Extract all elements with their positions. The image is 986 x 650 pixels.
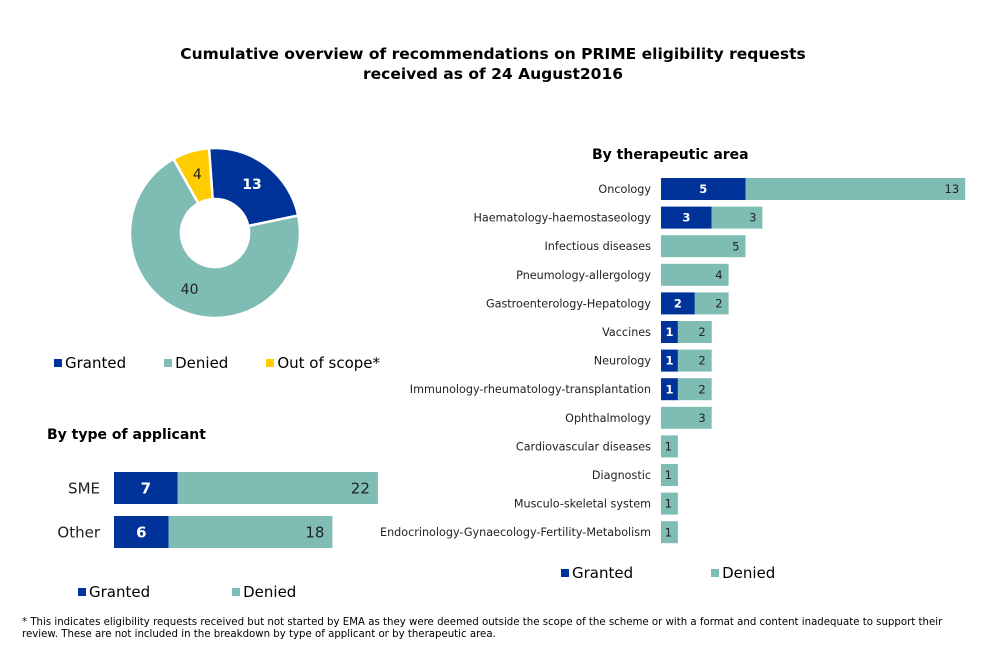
value-label-granted-gastroenterology-hepatology: 2 <box>674 297 682 311</box>
category-label-haematology-haemostaseology: Haematology-haemostaseology <box>473 212 651 225</box>
category-label-gastroenterology-hepatology: Gastroenterology-Hepatology <box>486 297 651 310</box>
bar-denied-cardiovascular-diseases <box>661 435 678 458</box>
category-label-infectious-diseases: Infectious diseases <box>545 240 652 253</box>
applicant-bar-chart: SME 7 22 Other 6 18 <box>57 472 378 548</box>
value-label-granted-vaccines: 1 <box>665 325 673 339</box>
legend-label-denied: Denied <box>243 583 297 601</box>
bar-denied-oncology <box>745 178 966 200</box>
legend-label-granted: Granted <box>89 583 151 601</box>
category-label-pneumology-allergology: Pneumology-allergology <box>516 269 651 282</box>
legend-swatch-granted <box>54 359 62 367</box>
bar-denied-pneumology-allergology <box>661 263 729 286</box>
value-label-denied-endocrinology-gynaecology-fertility-metabolism: 1 <box>665 525 672 539</box>
bar-denied-musculo-skeletal-system <box>661 492 678 515</box>
category-label-musculo-skeletal-system: Musculo-skeletal system <box>514 498 651 511</box>
legend-label-out-of-scope: Out of scope* <box>277 354 381 372</box>
donut-slice-granted <box>207 146 300 228</box>
bar-granted-haematology-haemostaseology <box>661 206 712 229</box>
value-label-denied-other: 18 <box>305 523 324 541</box>
legend-label-denied: Denied <box>722 564 776 582</box>
donut-legend: Granted Denied Out of scope* <box>54 354 380 372</box>
area-chart-title: By therapeutic area <box>592 147 749 163</box>
bar-granted-other <box>114 516 169 548</box>
value-label-denied-cardiovascular-diseases: 1 <box>665 440 672 454</box>
bar-denied-sme <box>177 472 378 504</box>
value-label-granted-haematology-haemostaseology: 3 <box>682 211 690 225</box>
bar-granted-vaccines <box>661 321 678 343</box>
bar-denied-neurology <box>677 349 712 372</box>
bar-denied-ophthalmology <box>661 406 712 429</box>
donut-slice-out-of-scope <box>171 146 214 206</box>
legend-swatch-denied <box>711 569 720 577</box>
category-label-endocrinology-gynaecology-fertility-metabolism: Endocrinology-Gynaecology-Fertility-Meta… <box>380 526 651 539</box>
title-line-1: Cumulative overview of recommendations o… <box>180 45 806 63</box>
donut-chart: 13 40 4 <box>128 146 302 320</box>
applicant-chart-title: By type of applicant <box>47 427 206 443</box>
page-title: Cumulative overview of recommendations o… <box>0 44 986 84</box>
bar-denied-other <box>168 516 333 548</box>
legend-swatch-granted <box>561 569 569 577</box>
donut-label-granted: 13 <box>242 177 261 193</box>
category-label-vaccines: Vaccines <box>602 326 651 339</box>
legend-swatch-denied <box>232 588 241 596</box>
legend-swatch-denied <box>164 359 173 367</box>
legend-swatch-granted <box>78 588 86 596</box>
value-label-denied-musculo-skeletal-system: 1 <box>665 497 672 511</box>
legend-label-denied: Denied <box>175 354 229 372</box>
bar-denied-immunology-rheumatology-transplantation <box>677 378 712 401</box>
category-label-immunology-rheumatology-transplantation: Immunology-rheumatology-transplantation <box>410 383 651 396</box>
bar-granted-gastroenterology-hepatology <box>661 292 695 315</box>
value-label-denied-haematology-haemostaseology: 3 <box>749 211 756 225</box>
bar-denied-vaccines <box>677 321 712 343</box>
applicant-legend: Granted Denied <box>78 583 296 601</box>
legend-swatch-out-of-scope <box>266 359 275 367</box>
value-label-denied-neurology: 2 <box>698 354 705 368</box>
bar-denied-haematology-haemostaseology <box>711 206 763 229</box>
value-label-granted-other: 6 <box>136 523 146 541</box>
value-label-denied-gastroenterology-hepatology: 2 <box>715 297 722 311</box>
bar-denied-endocrinology-gynaecology-fertility-metabolism <box>661 521 678 544</box>
bar-denied-gastroenterology-hepatology <box>694 292 729 315</box>
bar-granted-immunology-rheumatology-transplantation <box>661 378 678 401</box>
category-label-cardiovascular-diseases: Cardiovascular diseases <box>516 440 651 453</box>
category-label-sme: SME <box>68 479 100 497</box>
donut-slice-denied <box>128 157 302 320</box>
value-label-granted-sme: 7 <box>141 479 151 497</box>
category-label-ophthalmology: Ophthalmology <box>565 412 651 425</box>
legend-label-granted: Granted <box>65 354 127 372</box>
bar-denied-diagnostic <box>661 464 678 486</box>
value-label-denied-oncology: 13 <box>945 182 960 196</box>
value-label-denied-pneumology-allergology: 4 <box>715 268 722 282</box>
donut-label-out-of-scope: 4 <box>193 167 202 183</box>
value-label-granted-oncology: 5 <box>699 182 707 196</box>
value-label-denied-vaccines: 2 <box>698 325 705 339</box>
value-label-denied-infectious-diseases: 5 <box>732 239 739 253</box>
donut-label-denied: 40 <box>181 282 199 298</box>
category-label-other: Other <box>57 523 100 541</box>
value-label-denied-sme: 22 <box>351 479 370 497</box>
value-label-denied-diagnostic: 1 <box>665 468 672 482</box>
category-label-oncology: Oncology <box>598 183 651 196</box>
bar-granted-sme <box>114 472 178 504</box>
footnote: * This indicates eligibility requests re… <box>22 617 943 640</box>
legend-label-granted: Granted <box>572 564 634 582</box>
bar-granted-oncology <box>661 178 746 200</box>
bar-denied-infectious-diseases <box>661 235 746 258</box>
area-legend: Granted Denied <box>561 564 775 582</box>
value-label-denied-ophthalmology: 3 <box>698 411 705 425</box>
value-label-granted-neurology: 1 <box>665 354 673 368</box>
value-label-denied-immunology-rheumatology-transplantation: 2 <box>698 382 705 396</box>
title-line-2: received as of 24 August2016 <box>362 65 624 83</box>
bar-granted-neurology <box>661 349 678 372</box>
value-label-granted-immunology-rheumatology-transplantation: 1 <box>665 382 673 396</box>
category-label-diagnostic: Diagnostic <box>592 469 651 482</box>
category-label-neurology: Neurology <box>594 355 652 368</box>
